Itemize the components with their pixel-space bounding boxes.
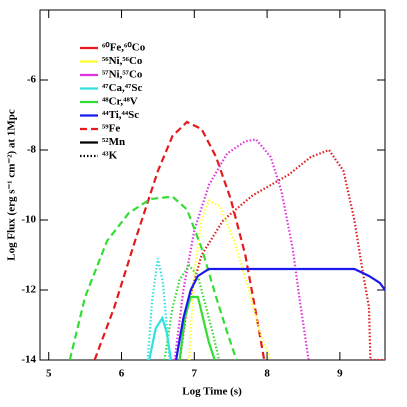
series-line <box>68 195 238 360</box>
legend-label: ⁶⁰Fe,⁶⁰Co <box>102 42 146 54</box>
series-line <box>175 267 385 360</box>
y-tick-label: -14 <box>21 354 36 366</box>
y-tick-label: -10 <box>21 214 36 226</box>
series-line <box>178 148 385 360</box>
series-line <box>178 295 216 360</box>
x-tick-label: 7 <box>192 368 198 380</box>
series-line <box>188 199 272 360</box>
x-tick-label: 5 <box>46 368 52 380</box>
x-tick-label: 8 <box>264 368 270 380</box>
y-tick-label: -8 <box>27 144 37 156</box>
series-line <box>146 258 171 360</box>
series-line <box>93 120 266 360</box>
plot-frame <box>39 9 386 361</box>
series-line <box>173 138 310 360</box>
legend-label: ⁵⁷Ni,⁵⁷Co <box>102 69 143 81</box>
x-axis-label: Log Time (s) <box>182 386 242 398</box>
y-tick-label: -12 <box>21 284 36 296</box>
x-tick-label: 6 <box>119 368 125 380</box>
legend-label: ⁵⁶Ni,⁵⁶Co <box>102 55 143 67</box>
legend-label: ⁴⁷Ca,⁴⁷Sc <box>102 82 143 94</box>
y-axis-label: Log Flux (erg s⁻¹ cm⁻²) at 1Mpc <box>6 109 18 261</box>
legend-label: ⁴³K <box>102 150 118 162</box>
series-line <box>163 263 221 360</box>
legend-label: ⁵²Mn <box>102 136 125 148</box>
legend-label: ⁴⁴Ti,⁴⁴Sc <box>102 109 139 121</box>
y-tick-label: -6 <box>27 74 37 86</box>
legend-label: ⁵⁹Fe <box>102 123 120 135</box>
x-tick-label: 9 <box>337 368 343 380</box>
legend-label: ⁴⁸Cr,⁴⁸V <box>102 96 138 108</box>
